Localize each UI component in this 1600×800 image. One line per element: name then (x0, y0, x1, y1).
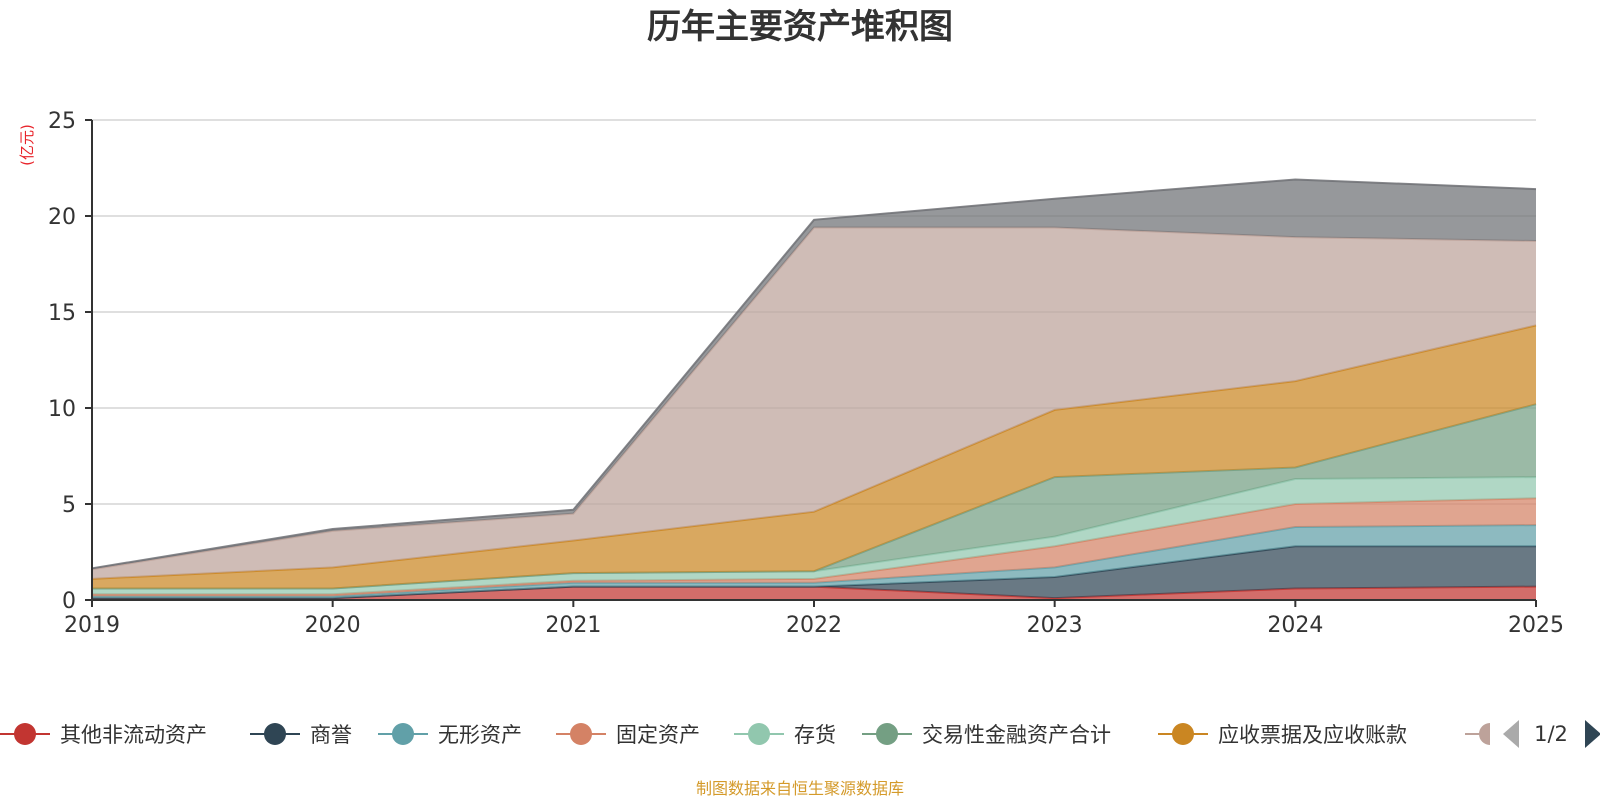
area-应收票据及应收账款 (92, 325, 1536, 589)
area-其他非流动资产 (92, 586, 1536, 600)
legend-label: 无形资产 (438, 723, 522, 747)
legend-item[interactable]: 无形资产 (378, 723, 522, 747)
legend-item-partial[interactable] (1465, 723, 1515, 745)
legend-label: 固定资产 (616, 723, 700, 747)
y-tick-label: 15 (48, 301, 76, 326)
chart-title: 历年主要资产堆积图 (647, 7, 953, 47)
area-line-其他 (91, 178, 1537, 570)
area-存货 (92, 477, 1536, 595)
legend-label: 交易性金融资产合计 (922, 723, 1111, 747)
legend-dot-icon (1172, 723, 1194, 745)
legend-label: 存货 (794, 723, 836, 747)
x-tick-label: 2022 (786, 613, 842, 638)
y-tick-label: 5 (62, 493, 76, 518)
legend-next-arrow-icon[interactable] (1585, 720, 1600, 748)
area-series (91, 178, 1537, 600)
legend-page-indicator: 1/2 (1534, 722, 1568, 746)
legend-label: 应收票据及应收账款 (1218, 723, 1407, 747)
legend-dot-icon (876, 723, 898, 745)
x-tick-label: 2023 (1027, 613, 1083, 638)
x-tick-label: 2020 (305, 613, 361, 638)
area-商誉 (92, 546, 1536, 599)
y-tick-label: 10 (48, 397, 76, 422)
x-tick-label: 2021 (545, 613, 601, 638)
legend: 其他非流动资产 商誉 无形资产 固定资产 存货 交易性金融资产合计 应收票据及应收账款 (0, 723, 1515, 747)
legend-item[interactable]: 应收票据及应收账款 (1158, 723, 1407, 747)
legend-item[interactable]: 固定资产 (556, 723, 700, 747)
legend-dot-icon (392, 723, 414, 745)
legend-pager: 1/2 (1503, 720, 1600, 748)
y-tick-label: 25 (48, 109, 76, 134)
legend-dot-icon (1479, 723, 1490, 745)
area-固定资产 (92, 498, 1536, 597)
legend-dot-icon (14, 723, 36, 745)
y-axis-unit: (亿元) (18, 124, 36, 166)
area-货币资金 (92, 227, 1536, 579)
axes: 2019 2020 2021 2022 2023 2024 2025 (64, 119, 1564, 638)
legend-item[interactable]: 交易性金融资产合计 (862, 723, 1111, 747)
y-tick-label: 20 (48, 205, 76, 230)
legend-item[interactable]: 其他非流动资产 (0, 723, 207, 747)
legend-dot-icon (570, 723, 592, 745)
legend-label: 商誉 (310, 723, 352, 747)
area-其他 (92, 179, 1536, 570)
x-tick-label: 2025 (1508, 613, 1564, 638)
legend-dot-icon (748, 723, 770, 745)
legend-prev-arrow-icon[interactable] (1503, 720, 1519, 748)
legend-item[interactable]: 商誉 (250, 723, 352, 747)
y-tick-label: 0 (62, 589, 76, 614)
x-tick-label: 2024 (1267, 613, 1323, 638)
legend-item[interactable]: 存货 (734, 723, 836, 747)
data-source-note: 制图数据来自恒生聚源数据库 (696, 779, 904, 798)
x-tick-label: 2019 (64, 613, 120, 638)
legend-label: 其他非流动资产 (60, 723, 207, 747)
legend-dot-icon (264, 723, 286, 745)
